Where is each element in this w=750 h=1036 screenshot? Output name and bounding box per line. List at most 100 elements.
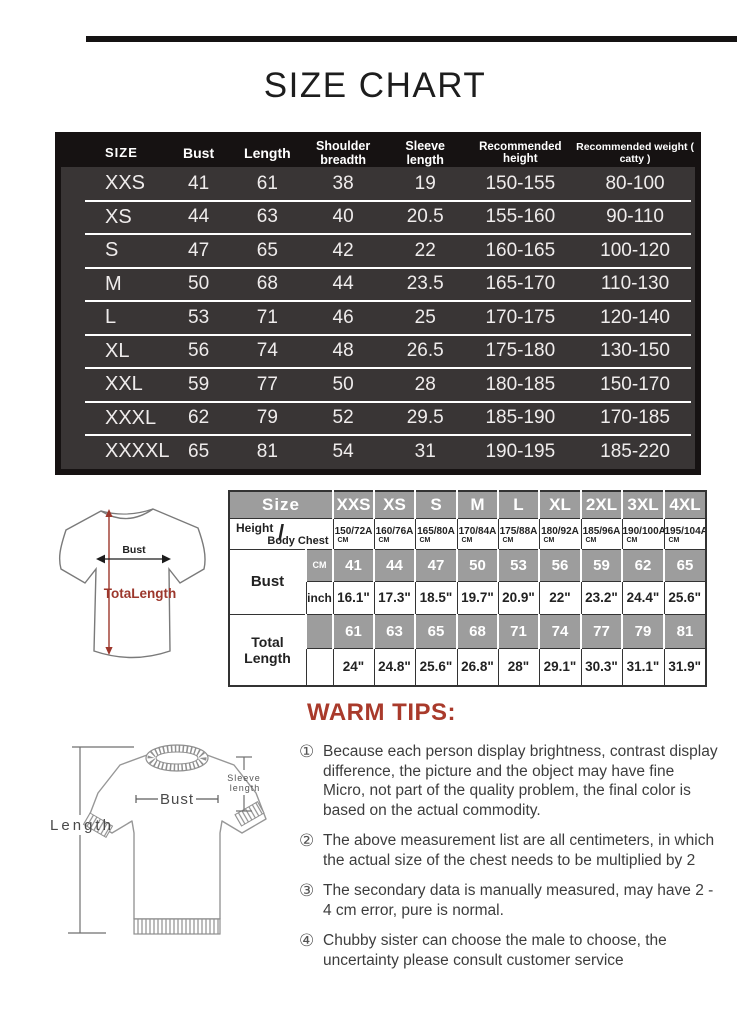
cell: 41 [188,172,210,194]
tshirt-front-diagram: Bust TotaLength [58,508,206,659]
tip-text: The above measurement list are all centi… [323,832,715,869]
cell: 52 [332,407,354,429]
size-row-xxxxl: XXXXL 65 81 54 31 190-195 185-220 [61,435,695,469]
cell: 56 [538,548,582,582]
size-row-xxs: XXS 41 61 38 19 150-155 80-100 [61,167,695,201]
cell: 46 [332,306,354,328]
cell: 24" [332,647,375,687]
collar-hatch [147,745,207,771]
cell: 81 [663,613,707,649]
cell: 150/72A CM [332,517,375,550]
cell: 90-110 [606,206,664,228]
bust-label: Bust [228,548,307,615]
total-length-label: TotaLength [104,586,176,601]
cell: 47 [188,239,210,261]
column-header-height: Recommended height [479,140,562,165]
size-row-m: M 50 68 44 23.5 165-170 110-130 [61,268,695,302]
cell: 180/92A CM [538,517,582,550]
cell: 63 [373,613,416,649]
total-length-cm-row: Total Length 61 63 65 68 71 74 77 79 81 [228,613,707,687]
warm-tips-section: WARM TIPS: ① Because each person display… [299,699,718,981]
cell: 25 [414,306,436,328]
corner-size-header: Size [228,490,334,519]
cell: 160-165 [485,239,556,261]
size-header: XL [538,490,582,519]
cell: 44 [332,273,354,295]
tip-text: Because each person display brightness, … [323,743,718,819]
cell: 25.6" [414,647,458,687]
column-header-sleeve: Sleeve length [405,138,446,167]
cell: 175/88A CM [497,517,540,550]
collar-inner [155,751,199,765]
cell: 80-100 [605,172,665,194]
top-divider [86,36,737,42]
cell: 17.3" [373,580,416,615]
cell: 130-150 [600,340,670,362]
sleeve-length-label-1: Sleeve [227,773,261,783]
cell: 68 [456,613,499,649]
cell: S [105,239,119,262]
cell: 62 [621,548,665,582]
cell: 26.8" [456,647,499,687]
cell: 30.3" [580,647,623,687]
tip-text: Chubby sister can choose the male to cho… [323,932,667,969]
cell: 81 [256,440,278,462]
measure-header-row: Size XXS XS S M L XL 2XL 3XL 4XL [228,490,707,519]
cell: 16.1" [332,580,375,615]
total-length-arrow-top [105,509,113,517]
size-row-xxxl: XXXL 62 79 52 29.5 185-190 170-185 [61,402,695,436]
cell: 61 [256,172,278,194]
tip-number: ② [299,831,315,851]
cell: L [105,306,117,329]
cell: 26.5 [406,340,444,362]
cell: 28 [414,373,436,395]
cell: 50 [332,373,354,395]
cell: 29.1" [538,647,582,687]
tip-text: The secondary data is manually measured,… [323,882,714,919]
cell: 65 [256,239,278,261]
size-row-xs: XS 44 63 40 20.5 155-160 90-110 [61,201,695,235]
tip-item-3: ③ The secondary data is manually measure… [299,881,718,920]
cell: 20.9" [497,580,540,615]
bust-label: Bust [160,791,194,808]
cell: 68 [256,273,278,295]
cell: 18.5" [414,580,458,615]
cell: XXXL [105,406,157,429]
size-header: S [414,490,458,519]
cell: 74 [256,340,278,362]
column-header-weight: Recommended weight ( catty ) [576,140,694,165]
size-header: XXS [332,490,375,519]
cell: 165/80A CM [414,517,458,550]
cell: XXL [105,373,143,396]
cell: 170-175 [485,306,556,328]
tshirt-measure-diagram: Length Bust Sleeve length [50,744,267,935]
cell: 19.7" [456,580,499,615]
size-header: 2XL [580,490,623,519]
cell: 50 [456,548,499,582]
left-cuff [82,812,114,838]
total-length-arrow-bottom [105,647,113,655]
cell: 165-170 [485,273,556,295]
cell: 155-160 [485,206,556,228]
right-cuff [234,801,265,827]
cell: 61 [332,613,375,649]
tip-item-2: ② The above measurement list are all cen… [299,831,718,870]
cell: 50 [188,273,210,295]
cell: 150-155 [485,172,556,194]
cell: 20.5 [406,206,444,228]
page-title: SIZE CHART [263,66,487,105]
cell: XXS [105,172,146,195]
size-header: XS [373,490,416,519]
cell: 62 [188,407,210,429]
bust-arrow-left [96,554,105,564]
main-size-table: SIZE Bust Length Shoulder breadth Sleeve… [55,132,701,475]
tip-item-1: ① Because each person display brightness… [299,742,718,820]
cell: 22" [538,580,582,615]
size-header: 4XL [663,490,707,519]
unit-inch: inch [305,580,334,615]
unit-blank [305,647,334,687]
size-row-s: S 47 65 42 22 160-165 100-120 [61,234,695,268]
cell: 19 [414,172,436,194]
cell: 28" [497,647,540,687]
